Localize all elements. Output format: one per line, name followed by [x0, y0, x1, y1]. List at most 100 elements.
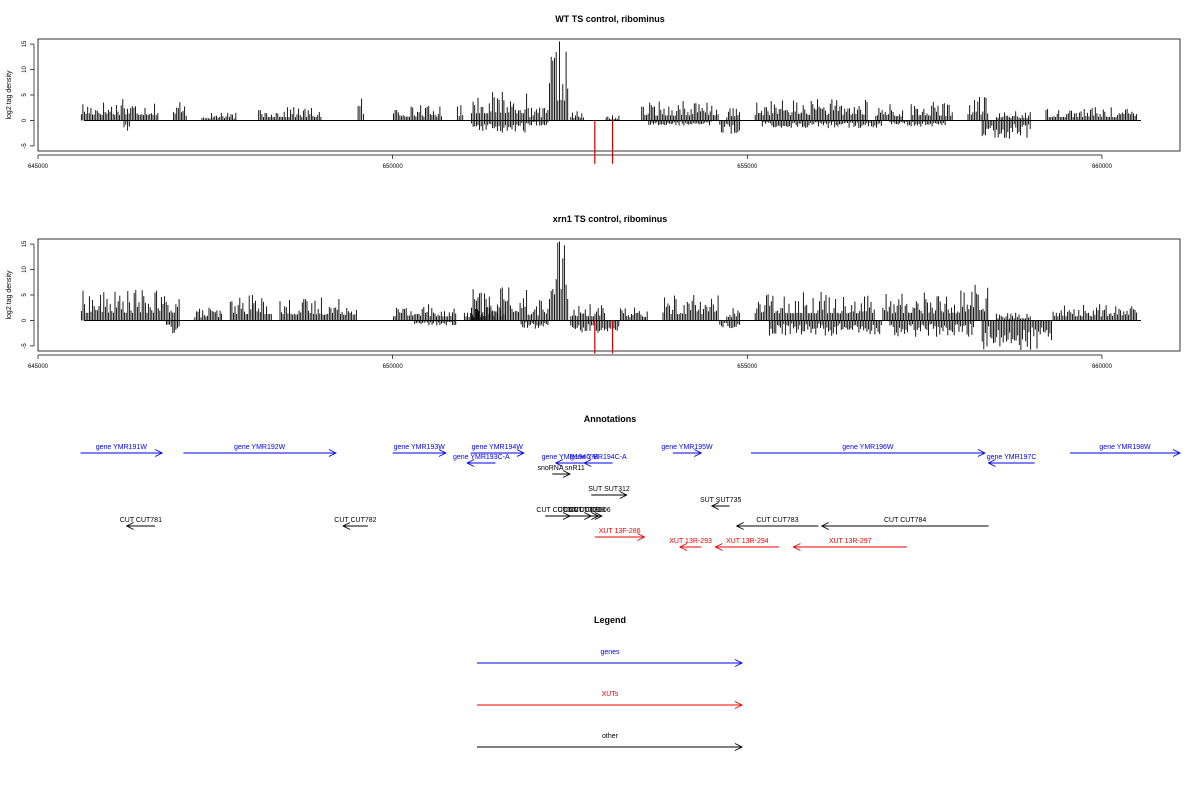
- annotation-feature: snoRNA snR11: [537, 465, 585, 478]
- annotation-feature: SUT SUT312: [588, 486, 630, 499]
- legend-label: other: [602, 733, 619, 740]
- chart-title: xrn1 TS control, ribominus: [553, 214, 668, 224]
- plot-frame: [37, 238, 1181, 352]
- panel-wt-ts-control: WT TS control, ribominus -5 0 5 10 15 log2 tag…: [6, 14, 1181, 170]
- annotation-feature: SUT SUT735: [700, 497, 742, 510]
- legend-title: Legend: [594, 615, 626, 625]
- feature-arrowhead: [438, 449, 447, 457]
- feature-label: CUT CUT781: [120, 517, 162, 524]
- annotation-feature: CUT CUT306: [568, 507, 611, 520]
- legend: Legend genes XUTs other: [477, 615, 744, 751]
- panel-xrn1-ts-control: xrn1 TS control, ribominus -5 0 5 10 15 log2 t…: [6, 214, 1181, 370]
- annotations-title: Annotations: [584, 414, 637, 424]
- y-axis-label: log2 tag density: [6, 70, 13, 120]
- annotation-feature: gene YMR195W: [661, 444, 713, 457]
- feature-arrowhead: [154, 449, 164, 457]
- annotation-feature: gene YMR191W: [80, 444, 164, 457]
- annotation-feature: CUT CUT783: [735, 517, 819, 530]
- x-axis: 645000 650000 655000 660000: [28, 354, 1113, 370]
- feature-label: XUT 13R-297: [829, 538, 872, 545]
- y-axis: -5 0 5 10 15: [22, 40, 35, 149]
- feature-arrowhead: [328, 449, 337, 457]
- feature-label: gene YMR191W: [96, 444, 148, 451]
- legend-entry: genes: [477, 649, 744, 667]
- feature-label: gene YMR196W: [842, 444, 894, 451]
- y-tick-label: 10: [22, 66, 28, 73]
- annotation-feature: CUT CUT784: [820, 517, 989, 530]
- feature-label: gene YMR197C: [987, 454, 1037, 461]
- y-tick-label: 10: [22, 266, 28, 273]
- annotation-feature: XUT 13R-297: [792, 538, 907, 551]
- feature-label: gene YMR192W: [234, 444, 286, 451]
- y-tick-label: 0: [22, 318, 28, 322]
- legend-label: XUTs: [602, 691, 619, 698]
- feature-label: SUT SUT735: [700, 497, 742, 504]
- annotation-feature: CUT CUT781: [120, 517, 162, 530]
- legend-entry: other: [477, 733, 744, 751]
- feature-arrowhead: [554, 459, 564, 467]
- feature-label: gene YMR194C-B: [542, 454, 599, 461]
- feature-label: CUT CUT782: [334, 517, 376, 524]
- density-bars: [80, 41, 1138, 139]
- feature-arrowhead: [516, 449, 525, 457]
- feature-label: gene YMR198W: [1099, 444, 1151, 451]
- annotation-feature: gene YMR193W: [392, 444, 447, 457]
- y-tick-label: 0: [22, 118, 28, 122]
- legend-arrowhead: [734, 659, 744, 667]
- y-tick-label: -5: [22, 343, 28, 349]
- annotation-feature: gene YMR194C-A: [570, 454, 627, 467]
- x-tick-label: 660000: [1092, 364, 1113, 370]
- legend-label: genes: [600, 649, 620, 656]
- feature-label: gene YMR193W: [394, 444, 446, 451]
- feature-label: XUT 13F-286: [599, 528, 641, 535]
- x-tick-label: 650000: [383, 164, 404, 170]
- density-bars: [80, 241, 1138, 350]
- feature-label: gene YMR194W: [472, 444, 524, 451]
- feature-arrowhead: [583, 459, 592, 467]
- feature-arrowhead: [820, 522, 829, 530]
- annotation-feature: gene YMR198W: [1070, 444, 1182, 457]
- legend-arrowhead: [734, 743, 744, 751]
- x-tick-label: 645000: [28, 164, 49, 170]
- x-axis: 645000 650000 655000 660000: [28, 154, 1113, 170]
- feature-label: CUT CUT784: [884, 517, 926, 524]
- y-tick-label: -5: [22, 143, 28, 149]
- annotation-feature: gene YMR193C-A: [453, 454, 510, 467]
- feature-arrowhead: [694, 449, 703, 457]
- feature-arrowhead: [341, 522, 351, 530]
- x-tick-label: 645000: [28, 364, 49, 370]
- legend-arrowhead: [734, 701, 744, 709]
- y-tick-label: 5: [22, 293, 28, 297]
- annotation-feature: XUT 13R-293: [669, 538, 712, 551]
- y-axis: -5 0 5 10 15: [22, 240, 35, 349]
- x-tick-label: 660000: [1092, 164, 1113, 170]
- feature-label: CUT CUT309: [558, 507, 600, 514]
- feature-arrowhead: [562, 470, 571, 478]
- annotations-panel: Annotations gene YMR191W gene YMR192W gene…: [80, 414, 1182, 551]
- legend-entry: XUTs: [477, 691, 744, 709]
- x-tick-label: 655000: [737, 364, 758, 370]
- feature-label: gene YMR193C-A: [453, 454, 510, 461]
- feature-arrowhead: [125, 522, 134, 530]
- feature-label: SUT SUT312: [588, 486, 630, 493]
- feature-label: CUT CUT307: [536, 507, 578, 514]
- annotation-feature: gene YMR197C: [987, 454, 1037, 467]
- annotation-feature: gene YMR194C-B: [542, 454, 599, 467]
- feature-label: CUT CUT308: [563, 507, 605, 514]
- annotation-feature: gene YMR192W: [183, 444, 337, 457]
- plot-frame: [37, 38, 1181, 152]
- feature-label: gene YMR194C-A: [570, 454, 627, 461]
- feature-arrowhead: [466, 459, 475, 467]
- feature-arrowhead: [1172, 449, 1182, 457]
- feature-arrowhead: [594, 512, 603, 520]
- x-tick-label: 650000: [383, 364, 404, 370]
- feature-arrowhead: [735, 522, 744, 530]
- x-tick-label: 655000: [737, 164, 758, 170]
- feature-arrowhead: [714, 543, 723, 551]
- y-axis-label: log2 tag density: [6, 270, 13, 320]
- feature-arrowhead: [977, 449, 986, 457]
- feature-label: XUT 13R-294: [726, 538, 769, 545]
- feature-arrowhead: [637, 533, 646, 541]
- chart-title: WT TS control, ribominus: [555, 14, 665, 24]
